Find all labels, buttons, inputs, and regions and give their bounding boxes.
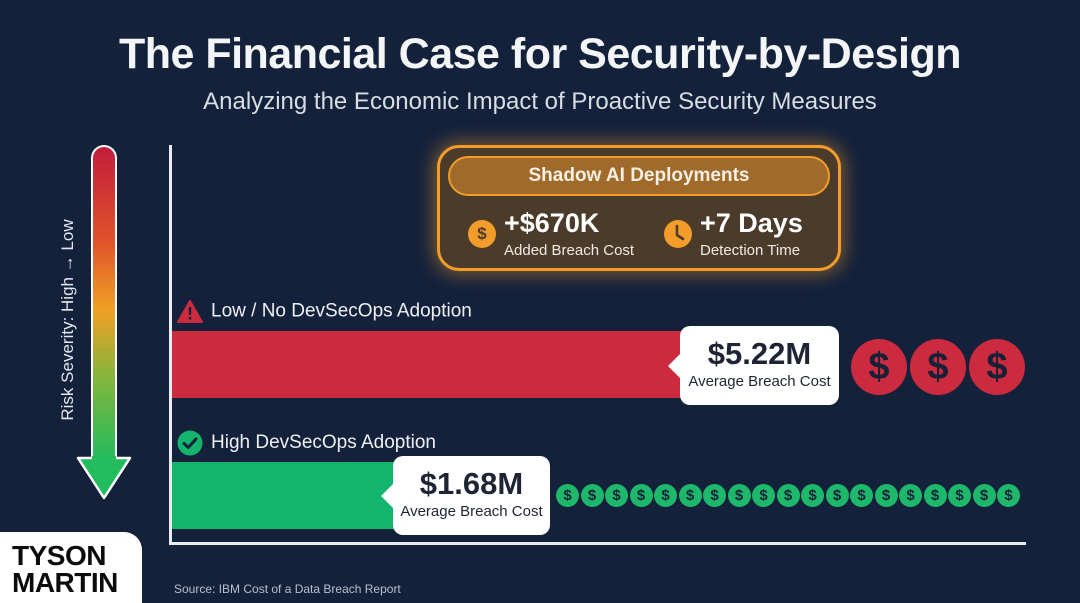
dollar-coin-icon: $	[580, 484, 604, 507]
dollar-coin-icon: $	[997, 484, 1020, 507]
detection-time-label: Detection Time	[700, 242, 801, 259]
dollar-coin-icon: $	[629, 484, 653, 507]
dollar-coin-icon: $	[727, 484, 751, 507]
dollar-coin-icon: $	[703, 484, 726, 507]
dollar-coin-icon: $	[850, 484, 873, 507]
arrow-down-icon	[76, 456, 132, 500]
dollar-coin-icon: $	[556, 484, 579, 507]
dollar-coin-icon: $	[654, 484, 677, 507]
x-axis	[169, 542, 1026, 545]
bar-label-text: High DevSecOps Adoption	[211, 432, 436, 454]
dollar-coin-icon: $	[752, 484, 775, 507]
shadow-ai-title: Shadow AI Deployments	[448, 156, 830, 196]
dollar-coin-icon: $	[969, 339, 1025, 395]
page-subtitle: Analyzing the Economic Impact of Proacti…	[203, 88, 877, 115]
dollar-coin-icon: $	[678, 484, 702, 507]
dollar-coin-icon: $	[910, 339, 966, 395]
clock-icon	[664, 220, 692, 248]
bar-high-adoption	[172, 462, 404, 529]
check-circle-icon	[177, 430, 203, 456]
warning-icon	[177, 300, 203, 323]
dollar-icon: $	[468, 220, 496, 248]
brand-logo: TYSON MARTIN	[0, 532, 142, 603]
dollar-coin-icon: $	[899, 484, 922, 507]
risk-axis-label: Risk Severity: High → Low	[58, 219, 77, 421]
dollar-coin-icon: $	[605, 484, 628, 507]
dollar-coin-icon: $	[801, 484, 824, 507]
added-cost-label: Added Breach Cost	[504, 242, 635, 259]
bar-label-low-adoption: Low / No DevSecOps Adoption	[177, 300, 472, 323]
callout-label: Average Breach Cost	[688, 373, 831, 390]
green-coins: $ $ $ $ $ $ $ $ $ $ $ $ $ $ $ $ $ $ $	[556, 484, 1020, 507]
page-title: The Financial Case for Security-by-Desig…	[118, 30, 962, 78]
bar-low-adoption	[172, 331, 692, 398]
dollar-coin-icon: $	[972, 484, 996, 507]
shadow-ai-card: Shadow AI Deployments $ +$670K Added Bre…	[437, 145, 841, 271]
dollar-coin-icon: $	[776, 484, 800, 507]
y-axis	[169, 145, 172, 545]
callout-label: Average Breach Cost	[400, 503, 543, 520]
callout-value: $5.22M	[707, 336, 812, 371]
detection-time-value: +7 Days	[700, 208, 803, 238]
source-note: Source: IBM Cost of a Data Breach Report	[174, 582, 401, 596]
bar-label-text: Low / No DevSecOps Adoption	[211, 300, 472, 322]
brand-line-2: MARTIN	[12, 567, 118, 598]
added-cost-value: +$670K	[504, 208, 600, 238]
dollar-coin-icon: $	[874, 484, 898, 507]
red-coins: $ $ $	[851, 339, 1025, 395]
callout-high-adoption: $1.68M Average Breach Cost	[393, 456, 550, 535]
dollar-coin-icon: $	[948, 484, 971, 507]
callout-value: $1.68M	[419, 466, 524, 501]
dollar-coin-icon: $	[851, 339, 907, 395]
bar-label-high-adoption: High DevSecOps Adoption	[177, 430, 436, 456]
brand-line-1: TYSON	[12, 540, 106, 571]
dollar-coin-icon: $	[825, 484, 849, 507]
dollar-coin-icon: $	[923, 484, 947, 507]
risk-severity-arrow	[91, 145, 117, 460]
callout-low-adoption: $5.22M Average Breach Cost	[680, 326, 839, 405]
